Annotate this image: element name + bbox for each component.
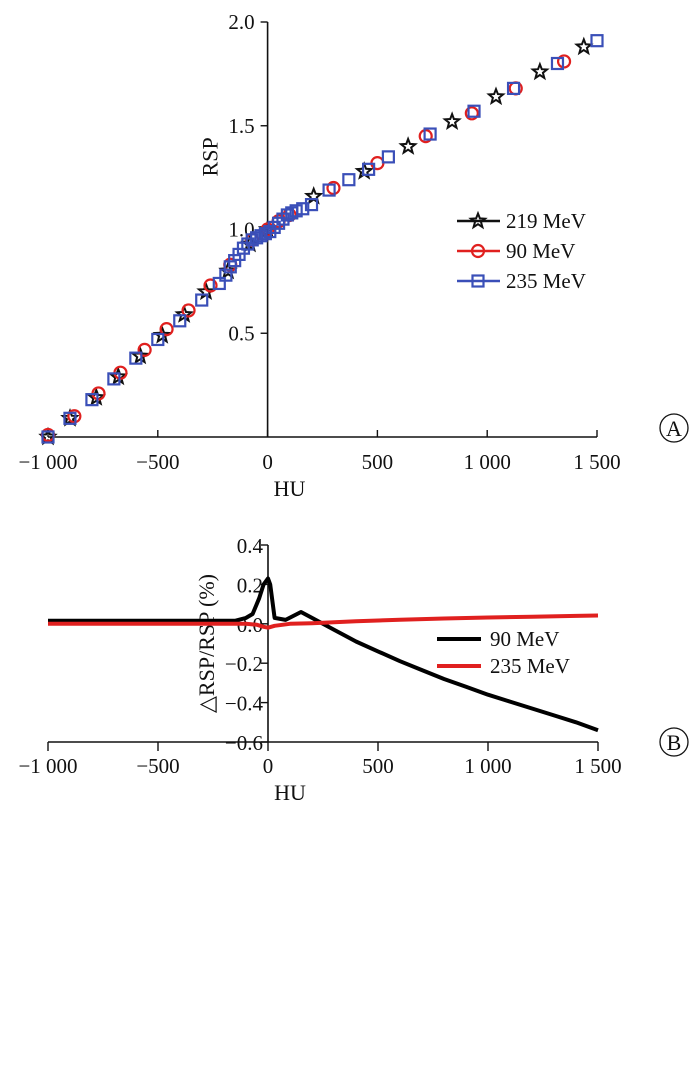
- x-tick-label: 1 500: [573, 450, 620, 474]
- data-point: [530, 61, 550, 81]
- data-point: [398, 136, 418, 155]
- panel-letter-circle: [659, 413, 689, 443]
- data-point: [250, 231, 264, 245]
- x-tick-label: 1 000: [464, 754, 511, 778]
- legend: 219 MeV 90 MeV 235 MeV: [457, 209, 586, 293]
- data-point: [467, 104, 481, 118]
- legend-marker: [468, 210, 488, 230]
- y-axis-label: △RSP/RSP (%): [194, 574, 219, 713]
- x-axis-label: HU: [274, 476, 306, 501]
- y-tick-label: −0.6: [225, 731, 263, 755]
- data-point: [423, 127, 437, 141]
- panel-letter-circle: [659, 727, 689, 757]
- y-axis-label: RSP: [198, 137, 223, 176]
- x-tick-label: −500: [136, 450, 179, 474]
- legend-label: 90 MeV: [490, 627, 559, 651]
- x-tick-label: 500: [362, 450, 394, 474]
- data-point: [464, 106, 479, 121]
- data-point: [63, 411, 77, 425]
- y-tick-label: 0.2: [237, 573, 263, 597]
- data-point: [41, 430, 55, 444]
- legend-marker: [470, 243, 486, 259]
- data-point: [173, 314, 187, 328]
- data-point: [381, 150, 395, 164]
- y-tick-label: 0.5: [228, 321, 254, 345]
- data-point: [245, 233, 259, 247]
- legend-marker: [471, 274, 485, 288]
- x-axis-label: HU: [274, 780, 306, 805]
- data-point: [254, 229, 268, 243]
- x-tick-label: −1 000: [18, 754, 77, 778]
- legend-label: 219 MeV: [506, 209, 586, 233]
- data-point: [418, 129, 433, 144]
- x-tick-label: −1 000: [18, 450, 77, 474]
- series-line-235-mev: [48, 613, 599, 630]
- data-point: [322, 183, 336, 197]
- y-tick-label: 0.4: [237, 534, 264, 558]
- data-point: [195, 293, 209, 307]
- y-tick-label: 2.0: [228, 10, 254, 34]
- legend-label: 235 MeV: [506, 269, 586, 293]
- data-point: [219, 268, 233, 282]
- data-point: [107, 372, 121, 386]
- legend: 90 MeV 235 MeV: [437, 627, 570, 678]
- data-point: [304, 198, 319, 212]
- y-tick-label: −0.2: [225, 652, 263, 676]
- panel-b-relative-rsp-difference: −1 000 −500 0 500 1 000 1 500−0.6−0.4−0.20.00…: [18, 534, 689, 805]
- panel-a-rsp-vs-hu: −1 000 −500 0 500 1 000 1 5000.51.01.52.0HURS…: [18, 10, 689, 501]
- x-tick-label: 0: [263, 754, 274, 778]
- data-point: [326, 180, 341, 196]
- data-point: [85, 393, 99, 407]
- data-point: [151, 332, 165, 347]
- data-point: [271, 216, 286, 230]
- data-point: [86, 387, 107, 406]
- data-point: [296, 202, 310, 216]
- data-point: [362, 162, 376, 176]
- data-point: [108, 366, 129, 386]
- x-tick-label: 0: [262, 450, 273, 474]
- data-point: [181, 303, 196, 318]
- data-point: [590, 34, 604, 48]
- data-point: [203, 278, 218, 293]
- legend-label: 235 MeV: [490, 654, 570, 678]
- data-point: [550, 56, 565, 71]
- x-tick-label: −500: [136, 754, 179, 778]
- data-point: [342, 173, 356, 187]
- panel-letter: A: [666, 416, 682, 441]
- data-point: [574, 36, 594, 56]
- data-point: [129, 351, 143, 365]
- data-point: [67, 409, 82, 424]
- data-point: [236, 241, 251, 255]
- data-point: [159, 322, 174, 337]
- data-point: [137, 342, 152, 357]
- data-point: [267, 220, 281, 235]
- data-point: [263, 224, 277, 239]
- x-tick-label: 1 000: [464, 450, 511, 474]
- legend-label: 90 MeV: [506, 239, 575, 263]
- y-tick-label: 1.5: [228, 114, 254, 138]
- data-point: [280, 208, 294, 222]
- x-tick-label: 1 500: [574, 754, 621, 778]
- data-point: [303, 186, 324, 205]
- data-point: [442, 111, 462, 130]
- panel-letter: B: [667, 730, 682, 755]
- y-tick-label: −0.4: [225, 692, 264, 716]
- series-235-mev: [41, 34, 604, 444]
- data-point: [506, 81, 521, 96]
- data-point: [486, 86, 506, 106]
- x-tick-label: 500: [362, 754, 394, 778]
